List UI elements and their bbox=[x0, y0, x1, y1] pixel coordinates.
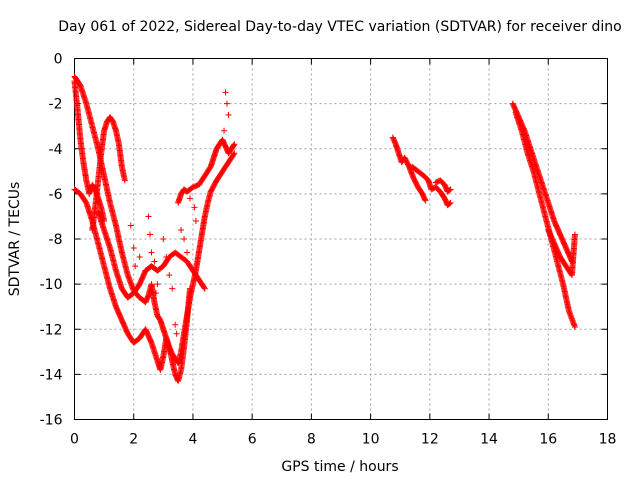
x-axis: 0 2 4 6 8 10 12 14 16 18 bbox=[70, 58, 617, 448]
chart-title: Day 061 of 2022, Sidereal Day-to-day VTE… bbox=[58, 19, 621, 35]
y-tick-label: -14 bbox=[40, 367, 63, 383]
data-point bbox=[446, 187, 453, 194]
data-point bbox=[201, 285, 208, 292]
data-point bbox=[222, 89, 229, 96]
y-tick-label: -6 bbox=[49, 187, 63, 203]
x-tick-label: 14 bbox=[480, 432, 498, 448]
data-point bbox=[151, 258, 158, 265]
data-point bbox=[169, 285, 176, 292]
data-series-dino bbox=[71, 73, 578, 385]
grid bbox=[74, 58, 608, 420]
x-tick-label: 10 bbox=[362, 432, 380, 448]
data-point bbox=[127, 222, 134, 229]
data-point bbox=[198, 281, 205, 288]
data-point bbox=[201, 284, 208, 291]
data-point bbox=[181, 236, 188, 242]
data-point bbox=[121, 177, 128, 184]
data-point bbox=[224, 100, 230, 107]
y-tick-label: -4 bbox=[49, 142, 63, 158]
data-point bbox=[225, 111, 232, 118]
data-point bbox=[166, 272, 173, 279]
data-point bbox=[422, 197, 429, 204]
y-axis-label: SDTVAR / TECUs bbox=[7, 182, 23, 297]
data-point bbox=[178, 226, 185, 233]
x-tick-label: 2 bbox=[129, 432, 138, 448]
data-point bbox=[145, 213, 152, 220]
data-point bbox=[571, 231, 578, 238]
x-tick-label: 18 bbox=[599, 432, 617, 448]
x-tick-label: 8 bbox=[307, 432, 316, 448]
data-point bbox=[230, 142, 237, 149]
y-tick-label: -12 bbox=[40, 322, 63, 338]
x-tick-label: 6 bbox=[248, 432, 257, 448]
data-point bbox=[446, 200, 453, 207]
data-point bbox=[221, 127, 228, 134]
data-point bbox=[191, 204, 198, 211]
data-point bbox=[142, 267, 149, 274]
data-point bbox=[194, 258, 201, 265]
data-point bbox=[154, 281, 161, 288]
data-point bbox=[184, 249, 191, 256]
x-tick-label: 4 bbox=[188, 432, 197, 448]
data-point bbox=[169, 357, 176, 364]
data-point bbox=[148, 249, 155, 256]
x-axis-label: GPS time / hours bbox=[281, 459, 398, 475]
data-point bbox=[192, 217, 199, 224]
data-point bbox=[160, 236, 167, 242]
data-point bbox=[152, 290, 159, 297]
y-tick-label: -2 bbox=[49, 97, 63, 113]
data-point bbox=[231, 150, 238, 157]
data-point bbox=[132, 263, 139, 270]
data-point bbox=[173, 330, 180, 337]
y-tick-label: -8 bbox=[49, 232, 63, 248]
y-axis: 0 -2 -4 -6 -8 -10 -12 -14 -16 bbox=[40, 52, 608, 429]
y-tick-label: 0 bbox=[54, 52, 63, 68]
data-point bbox=[136, 254, 143, 261]
data-point bbox=[186, 285, 193, 292]
data-point bbox=[147, 231, 154, 238]
x-tick-label: 16 bbox=[539, 432, 557, 448]
x-tick-label: 0 bbox=[70, 432, 79, 448]
data-point bbox=[186, 195, 193, 202]
y-tick-label: -10 bbox=[40, 277, 63, 293]
data-point bbox=[231, 141, 238, 148]
data-point bbox=[172, 321, 179, 328]
data-point bbox=[230, 151, 237, 158]
data-point bbox=[163, 254, 170, 261]
data-point bbox=[164, 344, 171, 351]
y-tick-label: -16 bbox=[40, 413, 63, 429]
data-point bbox=[447, 199, 454, 206]
data-point bbox=[571, 323, 578, 330]
data-point bbox=[447, 186, 454, 193]
x-tick-label: 12 bbox=[421, 432, 439, 448]
data-point bbox=[130, 245, 137, 252]
